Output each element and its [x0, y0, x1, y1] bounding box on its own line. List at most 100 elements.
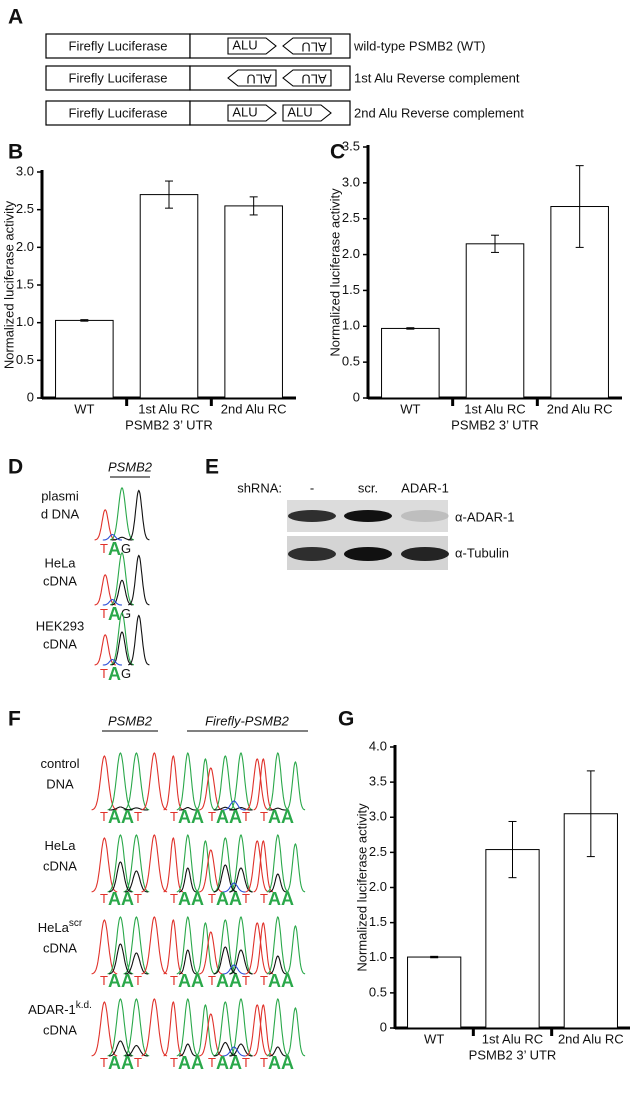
sample-sup: scr [69, 918, 83, 929]
bar [381, 327, 440, 399]
chromatogram-peak [123, 834, 150, 893]
bar [485, 849, 540, 1029]
bar [55, 319, 114, 399]
chromatogram-peak [199, 1013, 223, 1057]
panel-label: A [8, 6, 23, 29]
chromatogram-peak [91, 837, 118, 893]
chromatogram-peak [128, 554, 150, 606]
chromatogram-peak [195, 922, 216, 975]
y-tick-label: 3.5 [369, 774, 387, 789]
panel-label: F [8, 708, 21, 731]
chromatogram-peak [222, 964, 246, 975]
base: A [178, 971, 191, 991]
base: T [100, 1055, 108, 1070]
base: T [242, 809, 250, 824]
base: T [242, 891, 250, 906]
y-axis-title: Normalized luciferase activity [1, 200, 16, 369]
chromatogram-peak [163, 836, 184, 893]
band [344, 510, 392, 522]
alu-label: ALU [232, 37, 257, 52]
chromatogram-peak [229, 752, 253, 811]
sample-label: cDNA [43, 1022, 77, 1037]
chromatogram-peak [176, 833, 199, 893]
y-tick-label: 1.5 [369, 914, 387, 929]
base: A [178, 807, 191, 827]
y-tick-label: 3.0 [369, 809, 387, 824]
y-tick-label: 0.5 [369, 984, 387, 999]
y-tick-label: 0.5 [16, 352, 34, 367]
sample-label: DNA [46, 776, 74, 791]
base-calls: TAAT [208, 1053, 250, 1073]
band [288, 510, 336, 522]
x-tick-label: 1st Alu RC [138, 401, 199, 416]
base: A [229, 889, 242, 909]
y-tick-label: 2.0 [16, 239, 34, 254]
probe-label: α-ADAR-1 [455, 509, 515, 524]
chromatogram-peak [245, 922, 269, 975]
x-tick-label: 2nd Alu RC [558, 1031, 624, 1046]
chromatogram-peak [179, 807, 197, 811]
chromatogram-peak [108, 861, 132, 893]
chromatogram-peak [141, 834, 168, 893]
base-calls: TAAT [208, 971, 250, 991]
base: T [134, 1055, 142, 1070]
y-axis-title: Normalized luciferase activity [327, 188, 342, 357]
chromatogram-peak [109, 486, 135, 541]
chromatogram-peak [123, 752, 150, 811]
chromatogram-peak [128, 614, 150, 666]
y-tick-label: 0 [353, 389, 360, 404]
reporter-label: Firefly Luciferase [69, 38, 168, 53]
base: A [268, 1053, 281, 1073]
band [401, 547, 449, 561]
base-calls: TAAT [208, 807, 250, 827]
base-calls: TAAT [100, 889, 142, 909]
base: T [134, 973, 142, 988]
base: T [100, 606, 108, 621]
chromatogram-peak [178, 1043, 197, 1057]
chromatogram-peak [195, 758, 216, 811]
y-tick-label: 1.0 [16, 314, 34, 329]
chromatogram-peak [285, 925, 306, 975]
base-calls: TAAT [100, 971, 142, 991]
chromatogram-peak [269, 1046, 287, 1057]
alu-arrow [227, 104, 277, 122]
base-calls: TAA [260, 971, 294, 991]
chromatogram-peak [269, 873, 287, 893]
base: A [191, 807, 204, 827]
chromatogram-peak [222, 800, 246, 811]
chromatogram-peak [176, 915, 199, 975]
base: A [121, 1053, 134, 1073]
base: T [208, 1055, 216, 1070]
chromatogram-peak [266, 916, 289, 975]
chromatogram-peak [285, 761, 306, 811]
chromatogram-peak [266, 998, 289, 1057]
panel-label: G [338, 708, 354, 731]
alu-arrow [227, 69, 277, 87]
chromatogram-peak [141, 752, 168, 811]
chromatogram-peak [102, 533, 122, 541]
alu-label: ALU [301, 40, 326, 55]
chromatogram-peak [266, 752, 289, 811]
base: G [121, 541, 131, 556]
base: T [170, 891, 178, 906]
base: A [108, 971, 121, 991]
bar [224, 205, 283, 399]
base: T [170, 809, 178, 824]
y-tick-label: 2.0 [369, 879, 387, 894]
base: G [121, 606, 131, 621]
y-tick-label: 4.0 [369, 738, 387, 753]
y-tick-label: 1.0 [342, 318, 360, 333]
y-tick-label: 2.5 [369, 844, 387, 859]
chromatogram-peak [176, 997, 199, 1057]
base: A [216, 889, 229, 909]
base: A [216, 971, 229, 991]
chromatogram-peak [176, 751, 199, 811]
base: A [281, 807, 294, 827]
y-tick-label: 0.5 [342, 354, 360, 369]
base: A [121, 889, 134, 909]
construct-label: 2nd Alu Reverse complement [354, 105, 524, 120]
base-calls: TAAT [100, 1053, 142, 1073]
sample-label: HEK293 [36, 618, 84, 633]
chromatogram-peak [179, 867, 197, 893]
